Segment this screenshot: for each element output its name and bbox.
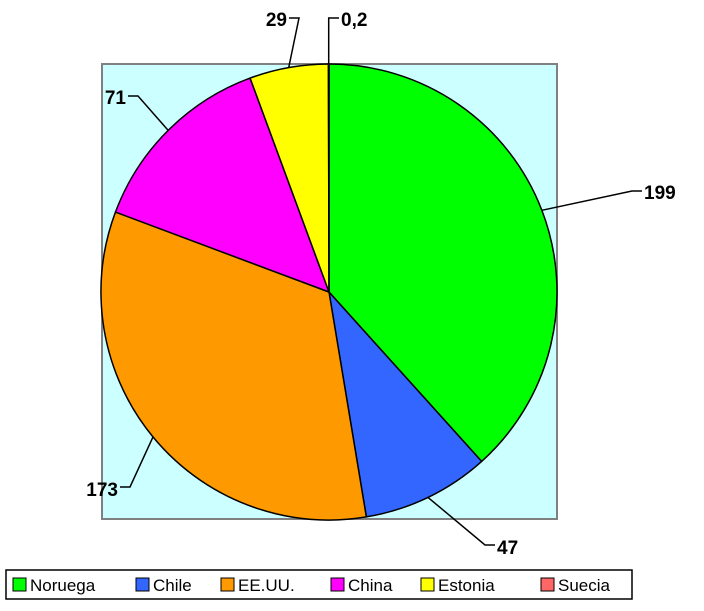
- legend-label-estonia: Estonia: [438, 576, 495, 595]
- legend-swatch-noruega: [12, 577, 27, 592]
- slice-label-estonia: 29: [266, 10, 287, 31]
- legend-swatch-china: [330, 577, 345, 592]
- legend-label-eeuu: EE.UU.: [238, 576, 295, 595]
- leader-line-suecia: [327, 17, 339, 64]
- legend-swatch-estonia: [420, 577, 435, 592]
- slice-label-china: 71: [105, 88, 127, 109]
- legend-items: Noruega Chile EE.UU. China Estonia Sueci…: [12, 576, 611, 595]
- slice-label-chile: 47: [497, 538, 518, 559]
- legend-swatch-eeuu: [220, 577, 235, 592]
- legend-label-noruega: Noruega: [30, 576, 96, 595]
- leader-line-noruega: [541, 190, 642, 212]
- legend-label-china: China: [348, 576, 393, 595]
- leader-lines: [120, 17, 642, 546]
- pie-slice-suecia: [327, 63, 330, 293]
- leader-line-estonia: [287, 17, 300, 68]
- leader-line-china: [128, 95, 169, 131]
- slice-label-suecia: 0,2: [341, 10, 367, 31]
- slice-label-eeuu: 173: [86, 480, 118, 501]
- legend: Noruega Chile EE.UU. China Estonia Sueci…: [5, 569, 633, 600]
- pie-slices: [100, 63, 558, 521]
- pie-slice-chile: [328, 291, 483, 518]
- leader-line-chile: [427, 496, 495, 546]
- legend-swatch-chile: [135, 577, 150, 592]
- legend-label-suecia: Suecia: [558, 576, 611, 595]
- legend-label-chile: Chile: [153, 576, 192, 595]
- legend-frame: [5, 569, 633, 600]
- legend-swatch-suecia: [540, 577, 555, 592]
- slice-label-noruega: 199: [644, 183, 676, 204]
- leader-line-eeuu: [120, 436, 154, 488]
